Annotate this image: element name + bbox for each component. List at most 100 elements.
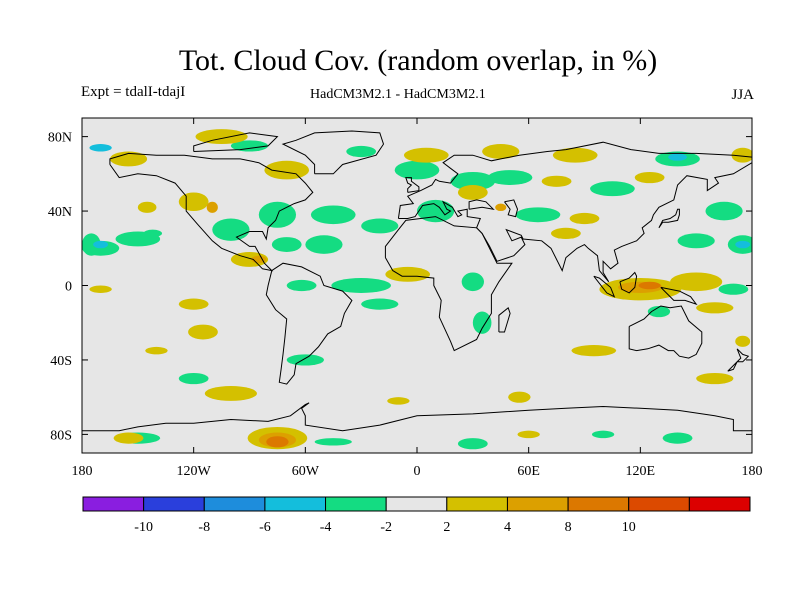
coast-africa xyxy=(384,216,513,352)
anomaly-region-pos-48 xyxy=(188,324,218,340)
coast-borneo xyxy=(619,271,638,294)
coastlines xyxy=(82,130,752,432)
anomaly-region-neg_strong-39 xyxy=(89,144,112,152)
anomaly-region-neg-12 xyxy=(361,298,399,310)
colorbar-label: -6 xyxy=(259,520,271,535)
anomaly-region-pos-44 xyxy=(137,201,157,213)
coast-sumatra xyxy=(593,275,616,298)
coast-australia xyxy=(628,305,703,359)
coast-black-sea xyxy=(468,199,495,210)
lat-tick-label: 40S xyxy=(50,354,72,369)
anomaly-region-pos-64 xyxy=(696,302,734,314)
experiment-label: Expt = tdalI-tdajI xyxy=(81,84,186,100)
coast-arctic-islands xyxy=(193,132,279,152)
colorbar-label: 10 xyxy=(622,520,636,535)
anomaly-region-neg-27 xyxy=(82,233,101,256)
lon-tick-label: 120E xyxy=(626,464,656,479)
anomaly-region-neg-25 xyxy=(647,305,671,318)
coast-uk xyxy=(405,177,420,193)
lat-tick-label: 0 xyxy=(65,280,72,295)
anomaly-region-neg-31 xyxy=(314,438,352,446)
anomaly-region-pos-57 xyxy=(541,175,572,187)
anomaly-region-neg-35 xyxy=(230,140,269,152)
colorbar-bin-9 xyxy=(628,496,690,512)
anomaly-region-pos-49 xyxy=(145,346,168,355)
anomaly-region-neg-17 xyxy=(461,272,485,292)
season-label: JJA xyxy=(731,87,754,103)
anomaly-region-pos-69 xyxy=(517,430,540,439)
anomaly-region-pos-70 xyxy=(735,335,751,347)
lat-tick-label: 80N xyxy=(48,131,72,146)
colorbar-bin-2 xyxy=(203,496,266,512)
coast-new-guinea xyxy=(660,286,698,306)
anomaly-region-pos_mid-75 xyxy=(206,201,218,213)
lat-tick-label: 80S xyxy=(50,428,72,443)
anomaly-region-pos_mid-74 xyxy=(495,203,507,212)
anomaly-region-neg-24 xyxy=(677,233,715,249)
anomaly-region-pos-43 xyxy=(178,192,209,212)
colorbar-bin-7 xyxy=(506,496,569,512)
coast-madagascar xyxy=(498,306,511,333)
anomaly-region-neg-11 xyxy=(286,279,317,292)
anomaly-region-neg-15 xyxy=(450,171,496,191)
coast-south-america xyxy=(265,262,353,385)
anomaly-region-pos-61 xyxy=(551,227,581,239)
anomaly-region-neg-19 xyxy=(515,207,561,223)
anomaly-region-neg-13 xyxy=(394,160,440,180)
anomaly-region-neg-28 xyxy=(286,354,324,366)
map-title: Tot. Cloud Cov. (random overlap, in %) xyxy=(178,44,658,77)
colorbar-bin-5 xyxy=(385,496,448,512)
anomaly-region-neg-6 xyxy=(305,235,343,254)
anomaly-region-pos-41 xyxy=(195,129,248,145)
anomaly-region-neg-33 xyxy=(591,430,615,439)
anomaly-region-pos-59 xyxy=(731,147,752,163)
lon-tick-label: 0 xyxy=(414,464,421,479)
anomaly-region-neg-7 xyxy=(310,205,356,225)
anomaly-layer xyxy=(82,129,752,450)
anomaly-region-pos-67 xyxy=(508,391,531,403)
colorbar-bin-1 xyxy=(143,496,205,512)
coast-japan xyxy=(658,208,680,229)
coast-eurasia xyxy=(397,141,752,283)
coast-new-zealand xyxy=(727,348,750,372)
models-label: HadCM3M2.1 - HadCM3M2.1 xyxy=(310,87,486,102)
anomaly-region-pos_strong-77 xyxy=(266,436,289,448)
anomaly-region-pos-52 xyxy=(385,266,431,282)
lon-tick-label: 120W xyxy=(177,464,212,479)
anomaly-region-neg-5 xyxy=(271,237,302,252)
colorbar-label: -4 xyxy=(320,520,332,535)
anomaly-region-pos-50 xyxy=(204,386,257,401)
colorbar-bin-8 xyxy=(567,496,630,512)
anomaly-region-neg-14 xyxy=(417,199,455,223)
anomaly-region-pos-42 xyxy=(264,160,310,180)
anomaly-region-pos-53 xyxy=(403,147,449,163)
anomaly-region-pos-47 xyxy=(178,298,209,310)
coast-antarctica xyxy=(82,402,752,432)
anomaly-region-neg_strong-37 xyxy=(668,153,687,161)
anomaly-region-neg-20 xyxy=(590,181,635,197)
lat-tick-label: 40N xyxy=(48,205,72,220)
anomaly-region-neg-32 xyxy=(457,438,488,450)
colorbar-bin-0 xyxy=(82,496,145,512)
anomaly-region-neg-26 xyxy=(718,283,749,295)
anomaly-region-pos-54 xyxy=(457,185,488,200)
anomaly-region-pos_strong-78 xyxy=(638,281,661,290)
colorbar-label: 8 xyxy=(565,520,572,535)
colorbar-label: -2 xyxy=(380,520,392,535)
colorbar-bin-10 xyxy=(688,496,751,512)
colorbar-label: 2 xyxy=(443,520,450,535)
anomaly-region-neg_strong-36 xyxy=(93,240,109,249)
colorbar: -10 -8 -6 -4 -2 2 4 8 10 xyxy=(82,496,751,535)
anomaly-region-pos-60 xyxy=(569,212,600,225)
anomaly-region-pos-58 xyxy=(634,171,665,184)
anomaly-region-neg-34 xyxy=(662,432,693,444)
anomaly-region-neg-2 xyxy=(143,229,163,238)
anomaly-region-pos-71 xyxy=(387,397,410,405)
anomaly-region-pos-40 xyxy=(109,151,148,167)
axis-ticks: 180 120W 60W 0 60E 120E 180 80N 40N 0 40S 80S xyxy=(48,118,763,479)
anomaly-region-pos-63 xyxy=(670,272,723,292)
anomaly-region-pos-55 xyxy=(482,144,520,159)
colorbar-bin-6 xyxy=(446,496,508,512)
anomaly-region-pos-56 xyxy=(552,147,598,163)
